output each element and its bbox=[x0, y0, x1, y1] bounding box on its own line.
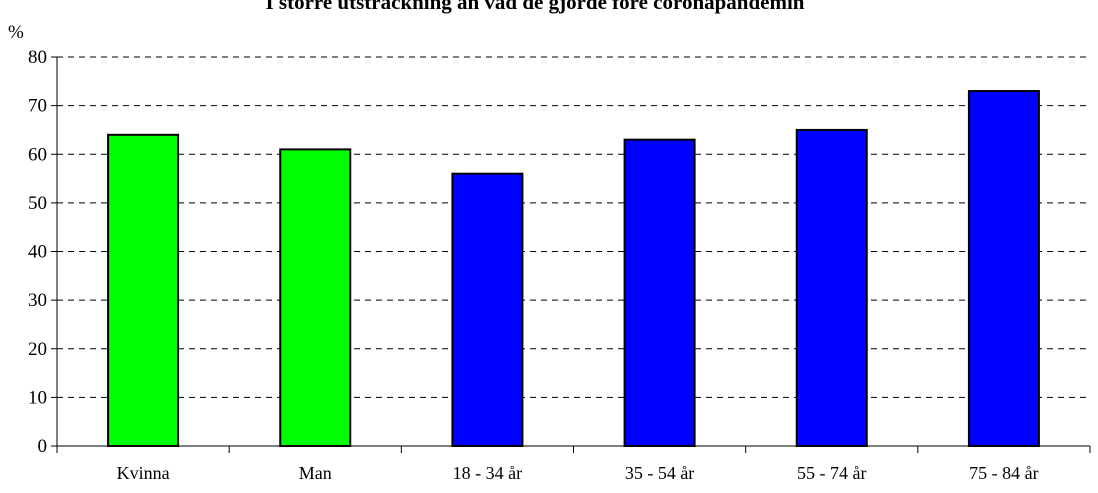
y-tick-label: 0 bbox=[38, 436, 48, 457]
x-tick-label: Kvinna bbox=[117, 463, 170, 483]
x-tick-label: 18 - 34 år bbox=[453, 463, 522, 483]
y-tick-label: 80 bbox=[28, 47, 47, 68]
axes bbox=[51, 56, 1091, 453]
y-tick-labels: 0 10 20 30 40 50 60 70 80 bbox=[28, 47, 47, 457]
chart-title: I större utsträckning än vad de gjorde f… bbox=[265, 0, 804, 14]
x-tick-label: Man bbox=[299, 463, 332, 483]
bars bbox=[107, 90, 1040, 448]
x-tick-label: 55 - 74 år bbox=[797, 463, 866, 483]
bar bbox=[107, 133, 180, 448]
x-tick-labels: Kvinna Man 18 - 34 år 35 - 54 år 55 - 74 år 7… bbox=[117, 463, 1039, 483]
y-tick-label: 40 bbox=[28, 242, 47, 263]
y-tick-label: 60 bbox=[28, 144, 47, 165]
bar bbox=[451, 172, 524, 447]
y-tick-label: 20 bbox=[28, 339, 47, 360]
y-axis-unit-label: % bbox=[8, 22, 24, 43]
y-tick-label: 50 bbox=[28, 193, 47, 214]
x-tick-label: 75 - 84 år bbox=[969, 463, 1038, 483]
x-tick-label: 35 - 54 år bbox=[625, 463, 694, 483]
y-tick-label: 30 bbox=[28, 290, 47, 311]
bar bbox=[623, 138, 696, 447]
bar bbox=[279, 148, 352, 447]
bar bbox=[795, 128, 868, 447]
gridlines bbox=[57, 56, 1090, 398]
bar bbox=[967, 90, 1040, 447]
y-tick-label: 70 bbox=[28, 96, 47, 117]
y-tick-label: 10 bbox=[28, 387, 47, 408]
